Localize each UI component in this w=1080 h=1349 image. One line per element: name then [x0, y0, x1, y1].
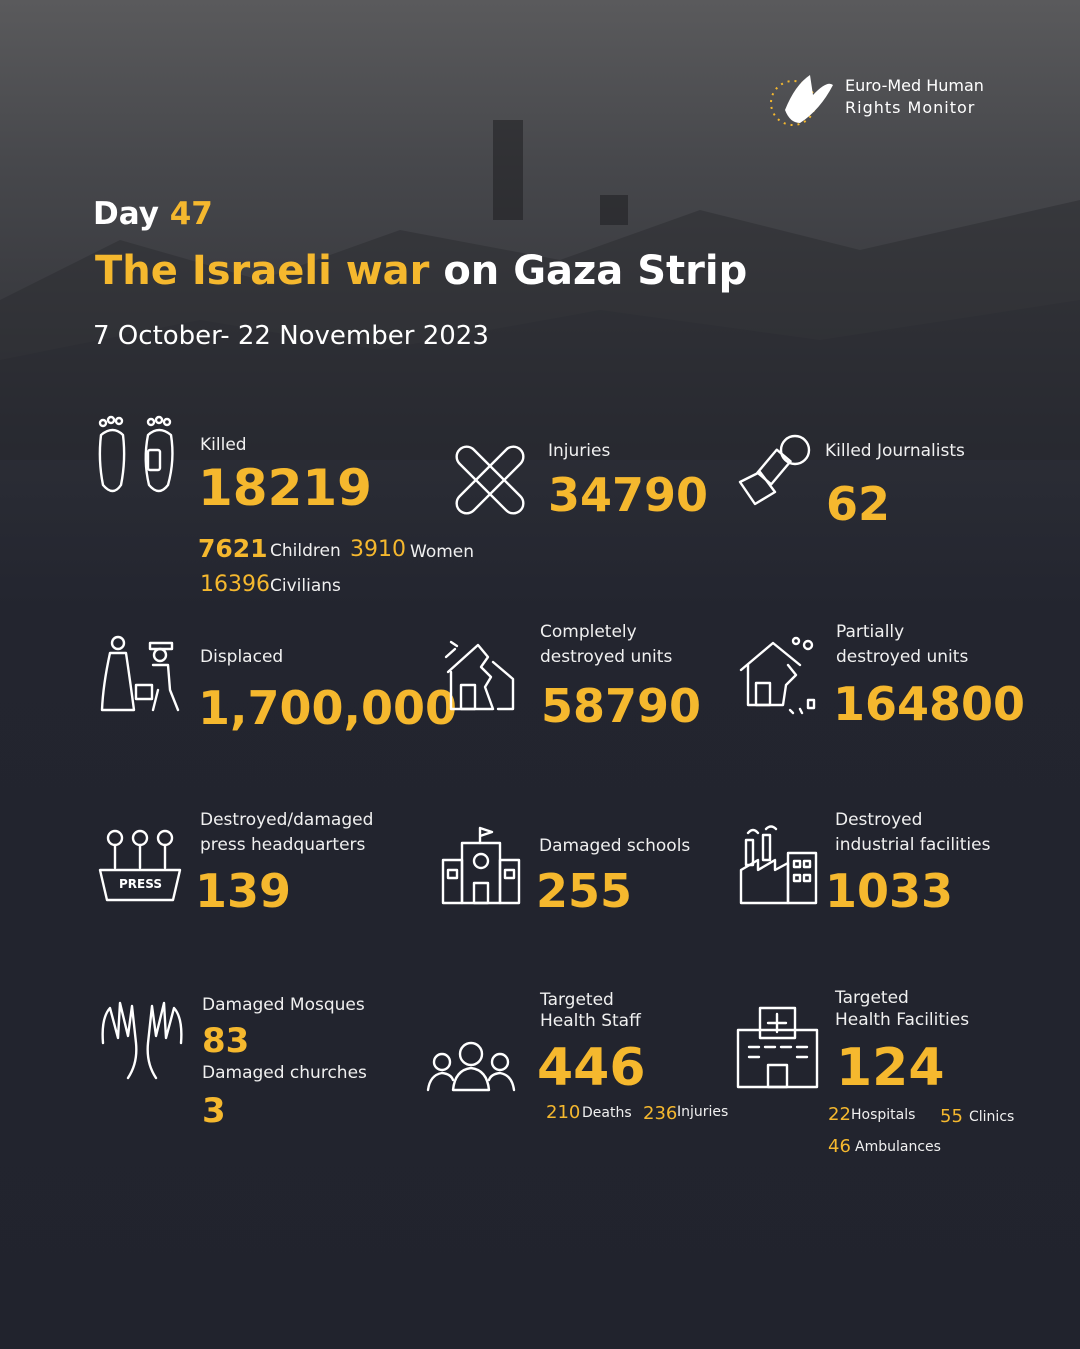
- press-label-1: Destroyed/damaged: [200, 810, 374, 830]
- health-staff-injuries-value: 236: [643, 1103, 678, 1124]
- health-staff-value: 446: [537, 1038, 646, 1098]
- children-label: Children: [270, 541, 341, 561]
- destroyed-units-label-1: Completely: [540, 622, 637, 642]
- health-staff-deaths-label: Deaths: [582, 1105, 632, 1121]
- children-value: 7621: [198, 534, 268, 563]
- industrial-label-2: industrial facilities: [835, 835, 991, 855]
- page-title: The Israeli war on Gaza Strip: [95, 251, 747, 291]
- health-facilities-value: 124: [836, 1038, 945, 1098]
- women-value: 3910: [350, 537, 406, 562]
- destroyed-units-value: 58790: [541, 679, 702, 733]
- factory-icon: [739, 825, 818, 905]
- health-facilities-label-1: Targeted: [835, 988, 909, 1008]
- clinics-value: 55: [940, 1106, 963, 1127]
- partial-units-label-2: destroyed units: [836, 647, 969, 667]
- displaced-value: 1,700,000: [198, 681, 457, 735]
- partial-units-value: 164800: [833, 677, 1026, 731]
- date-range: 7 October- 22 November 2023: [93, 321, 489, 351]
- churches-label: Damaged churches: [202, 1063, 367, 1083]
- women-label: Women: [410, 542, 475, 562]
- feet-tag-icon: [98, 415, 174, 493]
- press-badge: PRESS: [119, 877, 162, 891]
- killed-value: 18219: [198, 459, 372, 517]
- euro-med-logo-icon: [770, 75, 833, 126]
- industrial-value: 1033: [825, 864, 954, 918]
- churches-value: 3: [202, 1091, 226, 1131]
- day-label: Day: [93, 196, 159, 232]
- microphone-icon: [738, 434, 811, 506]
- hospitals-label: Hospitals: [851, 1107, 916, 1123]
- injuries-value: 34790: [548, 468, 709, 522]
- schools-value: 255: [536, 864, 633, 918]
- health-staff-label-2: Health Staff: [540, 1011, 641, 1031]
- displaced-label: Displaced: [200, 647, 284, 667]
- title-rest: on Gaza Strip: [443, 248, 748, 294]
- displaced-people-icon: [100, 635, 180, 712]
- journalists-label: Killed Journalists: [825, 441, 965, 461]
- medical-staff-icon: [426, 1041, 516, 1092]
- journalists-value: 62: [826, 477, 891, 531]
- schools-label: Damaged schools: [539, 836, 691, 856]
- hospital-icon: [736, 1006, 819, 1089]
- press-podium-icon: [98, 829, 182, 902]
- destroyed-units-label-2: destroyed units: [540, 647, 673, 667]
- clinics-label: Clinics: [969, 1109, 1015, 1125]
- brand-name-line2: Rights Monitor: [845, 98, 976, 117]
- hospitals-value: 22: [828, 1104, 851, 1125]
- school-icon: [441, 826, 521, 905]
- praying-hands-icon: [101, 1001, 183, 1080]
- day-number: 47: [169, 196, 213, 232]
- press-value: 139: [195, 864, 292, 918]
- day-counter: Day 47: [93, 199, 213, 230]
- mosques-value: 83: [202, 1021, 250, 1061]
- brand-name-line1: Euro-Med Human: [845, 76, 984, 95]
- background-photo: [0, 120, 1080, 460]
- civilians-value: 16396: [200, 572, 270, 597]
- damaged-house-icon: [739, 636, 816, 715]
- mosques-label: Damaged Mosques: [202, 995, 365, 1015]
- killed-label: Killed: [200, 435, 247, 455]
- health-staff-label-1: Targeted: [540, 990, 614, 1010]
- destroyed-house-icon: [444, 640, 515, 711]
- partial-units-label-1: Partially: [836, 622, 905, 642]
- industrial-label-1: Destroyed: [835, 810, 923, 830]
- civilians-label: Civilians: [270, 576, 341, 596]
- health-facilities-label-2: Health Facilities: [835, 1010, 970, 1030]
- bandage-icon: [455, 445, 525, 515]
- health-staff-deaths-value: 210: [546, 1102, 581, 1123]
- title-highlight: The Israeli war: [95, 248, 430, 294]
- press-label-2: press headquarters: [200, 835, 366, 855]
- ambulances-label: Ambulances: [855, 1139, 941, 1155]
- ambulances-value: 46: [828, 1136, 851, 1157]
- injuries-label: Injuries: [548, 441, 611, 461]
- health-staff-injuries-label: Injuries: [677, 1104, 729, 1120]
